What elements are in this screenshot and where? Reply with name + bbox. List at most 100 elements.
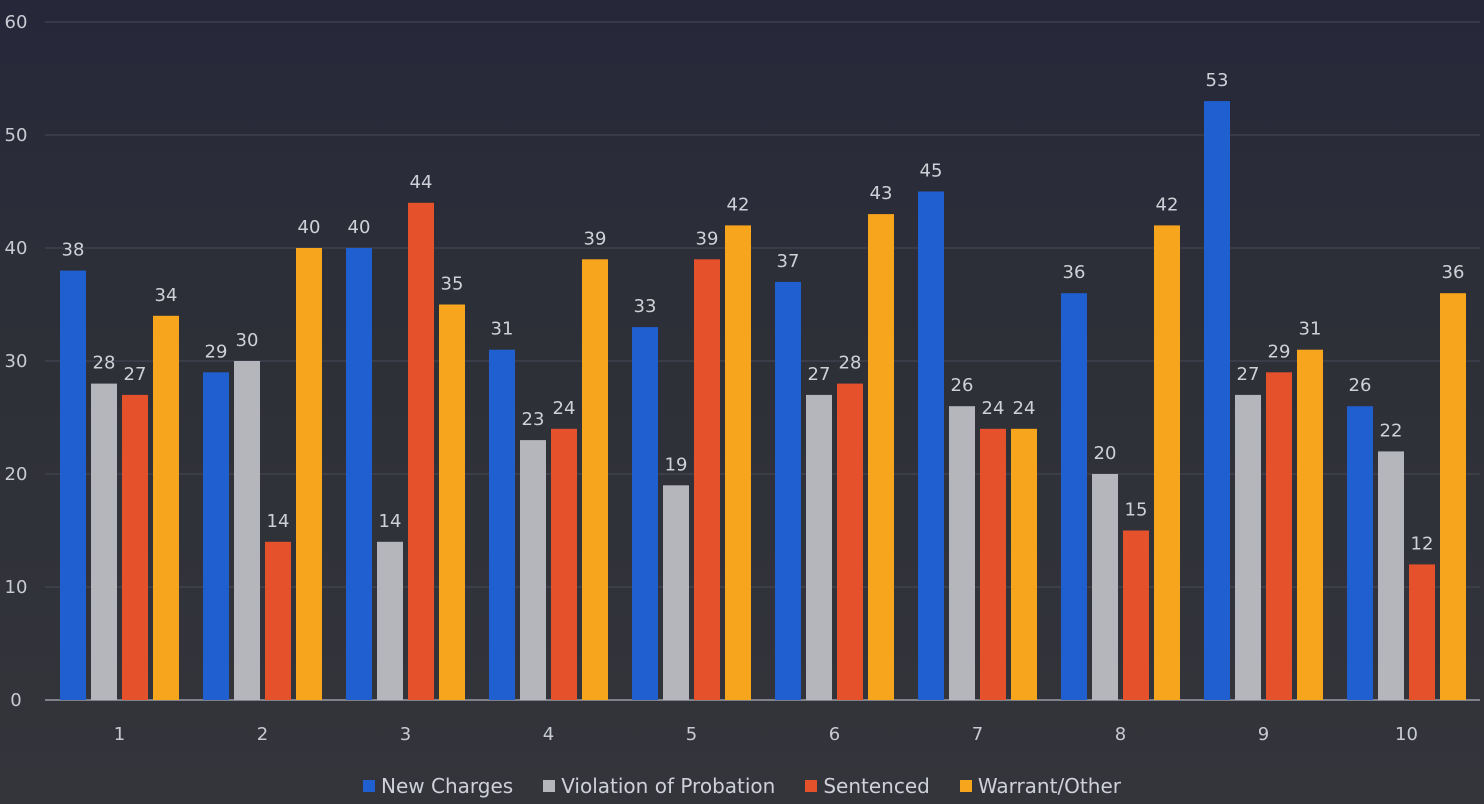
legend-label: Warrant/Other — [977, 774, 1121, 798]
data-label: 35 — [441, 274, 464, 295]
bar — [1061, 293, 1087, 700]
data-label: 12 — [1411, 533, 1434, 554]
legend-label: Violation of Probation — [561, 774, 776, 798]
bar-chart: 0102030405060382940313337453653262830142… — [5, 12, 1480, 745]
bar — [234, 361, 260, 700]
data-label: 27 — [808, 364, 831, 385]
bar — [551, 428, 577, 700]
bar — [1204, 101, 1230, 701]
y-tick-label: 10 — [5, 577, 28, 598]
legend-swatch — [805, 780, 818, 792]
bar — [1266, 372, 1292, 700]
bar — [806, 394, 832, 700]
y-tick-label: 40 — [5, 238, 28, 259]
data-label: 26 — [951, 375, 974, 396]
data-label: 26 — [1349, 375, 1372, 396]
data-label: 24 — [553, 398, 576, 419]
x-tick-label: 5 — [686, 724, 697, 745]
bar — [632, 327, 658, 700]
data-label: 20 — [1094, 443, 1117, 464]
data-label: 28 — [839, 353, 862, 374]
data-label: 39 — [584, 228, 607, 249]
data-label: 27 — [124, 364, 147, 385]
bar — [60, 270, 86, 700]
x-tick-label: 7 — [972, 724, 983, 745]
bar — [725, 225, 751, 700]
bar — [1347, 406, 1373, 700]
data-label: 30 — [236, 330, 259, 351]
bar — [918, 191, 944, 700]
bar — [122, 394, 148, 700]
y-tick-label: 60 — [5, 12, 28, 33]
legend-label: New Charges — [381, 774, 514, 798]
legend: New Charges Violation of Probation Sentenc… — [0, 774, 1484, 798]
bar — [1235, 394, 1261, 700]
data-label: 42 — [727, 194, 750, 215]
data-label: 31 — [1299, 319, 1322, 340]
bar — [489, 349, 515, 700]
data-label: 33 — [634, 296, 657, 317]
data-label: 40 — [298, 217, 321, 238]
legend-item: Warrant/Other — [959, 774, 1121, 798]
data-label: 37 — [777, 251, 800, 272]
x-tick-label: 9 — [1258, 724, 1269, 745]
bar — [265, 541, 291, 700]
y-tick-label: 50 — [5, 125, 28, 146]
x-tick-label: 2 — [257, 724, 268, 745]
bar — [439, 304, 465, 700]
data-label: 36 — [1063, 262, 1086, 283]
bar — [1297, 349, 1323, 700]
data-label: 43 — [870, 183, 893, 204]
data-label: 29 — [1268, 341, 1291, 362]
x-tick-label: 8 — [1115, 724, 1126, 745]
y-tick-label: 30 — [5, 351, 28, 372]
x-tick-label: 6 — [829, 724, 840, 745]
bar — [91, 383, 117, 700]
legend-item: Violation of Probation — [543, 774, 775, 798]
bar — [663, 485, 689, 700]
x-tick-label: 10 — [1395, 724, 1418, 745]
data-label: 42 — [1156, 194, 1179, 215]
legend-swatch — [543, 780, 556, 792]
bar — [1154, 225, 1180, 700]
y-tick-label: 0 — [10, 690, 21, 711]
bar — [868, 214, 894, 700]
y-tick-label: 20 — [5, 464, 28, 485]
data-label: 22 — [1380, 420, 1403, 441]
data-label: 24 — [982, 398, 1005, 419]
bar — [1378, 451, 1404, 700]
data-label: 15 — [1125, 500, 1148, 521]
bar — [582, 259, 608, 700]
legend-item: New Charges — [363, 774, 513, 798]
data-label: 29 — [205, 341, 228, 362]
bar — [1092, 474, 1118, 700]
data-label: 53 — [1206, 70, 1229, 91]
bar — [1011, 428, 1037, 700]
bar — [775, 281, 801, 700]
legend-swatch — [959, 780, 972, 792]
data-label: 38 — [62, 240, 85, 261]
legend-item: Sentenced — [805, 774, 930, 798]
bar — [153, 315, 179, 700]
x-tick-label: 3 — [400, 724, 411, 745]
data-label: 39 — [696, 228, 719, 249]
bar — [346, 248, 372, 700]
data-label: 24 — [1013, 398, 1036, 419]
data-label: 31 — [491, 319, 514, 340]
x-tick-label: 4 — [543, 724, 554, 745]
legend-swatch — [363, 780, 376, 792]
data-label: 14 — [379, 511, 402, 532]
bar — [837, 383, 863, 700]
legend-label: Sentenced — [823, 774, 930, 798]
data-label: 34 — [155, 285, 178, 306]
data-label: 44 — [410, 172, 433, 193]
data-label: 14 — [267, 511, 290, 532]
bar — [1440, 293, 1466, 700]
bar — [980, 428, 1006, 700]
data-label: 36 — [1442, 262, 1465, 283]
bar — [296, 248, 322, 700]
data-label: 28 — [93, 353, 116, 374]
bar — [520, 440, 546, 700]
data-label: 45 — [920, 161, 943, 182]
bar — [949, 406, 975, 700]
